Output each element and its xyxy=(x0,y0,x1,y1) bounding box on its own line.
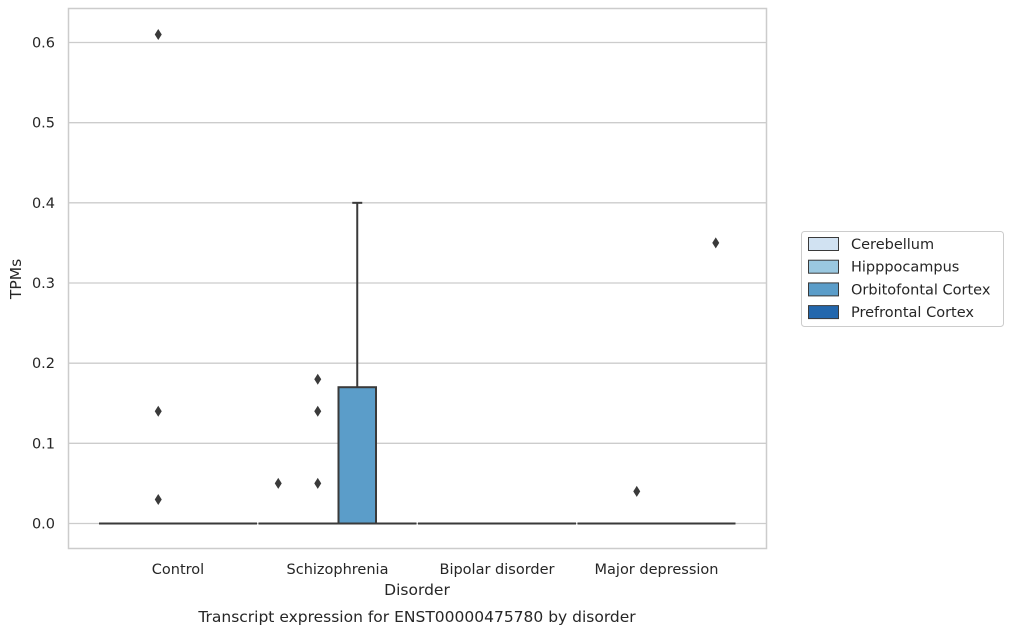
legend-label: Cerebellum xyxy=(851,237,934,253)
legend-frame xyxy=(801,231,1004,327)
box-series xyxy=(99,28,736,525)
box-schizophrenia-orbitofontal-cortex xyxy=(337,201,377,525)
y-tick-label: 0.1 xyxy=(32,436,55,452)
y-tick-label: 0.4 xyxy=(32,196,55,212)
x-axis-label: Disorder xyxy=(384,581,450,599)
outlier-point xyxy=(154,28,162,40)
legend: Cerebellum Hipppocampus Orbitofontal Corte… xyxy=(801,231,1004,327)
legend-label: Orbitofontal Cortex xyxy=(851,282,991,298)
outlier-point xyxy=(314,405,322,417)
box-control-hipppocampus xyxy=(138,28,178,525)
outlier-point xyxy=(154,405,162,417)
outlier-point xyxy=(154,493,162,505)
legend-swatch xyxy=(808,237,839,251)
box-major-depression-prefrontal-cortex xyxy=(696,237,736,525)
x-tick-label: Major depression xyxy=(595,562,719,578)
box-schizophrenia-cerebellum xyxy=(258,477,298,525)
y-grid xyxy=(68,41,766,525)
y-tick-labels: 0.0 0.1 0.2 0.3 0.4 0.5 0.6 xyxy=(32,36,55,533)
box-schizophrenia-hipppocampus xyxy=(298,373,338,525)
chart-caption: Transcript expression for ENST0000047578… xyxy=(197,608,636,626)
legend-swatch xyxy=(808,259,839,274)
box-major-depression-hipppocampus xyxy=(617,485,657,525)
plot-frame xyxy=(67,7,768,550)
y-axis-label: TPMs xyxy=(7,259,25,300)
box-body xyxy=(337,386,377,525)
legend-swatch xyxy=(808,282,839,297)
y-tick-label: 0.3 xyxy=(32,276,55,292)
outlier-point xyxy=(633,485,641,497)
outlier-point xyxy=(314,477,322,489)
y-tick-label: 0.0 xyxy=(32,517,55,533)
x-tick-label: Control xyxy=(152,562,204,578)
outlier-point xyxy=(314,373,322,385)
legend-label: Hipppocampus xyxy=(851,260,959,276)
y-tick-label: 0.6 xyxy=(32,36,55,52)
y-tick-label: 0.2 xyxy=(32,356,55,372)
outlier-point xyxy=(712,237,720,249)
x-tick-label: Schizophrenia xyxy=(287,562,389,578)
legend-swatch xyxy=(808,305,839,320)
y-tick-label: 0.5 xyxy=(32,116,55,132)
x-tick-labels: Control Schizophrenia Bipolar disorder Majo… xyxy=(152,562,719,578)
outlier-point xyxy=(274,477,282,489)
x-tick-label: Bipolar disorder xyxy=(440,562,555,578)
legend-label: Prefrontal Cortex xyxy=(851,305,974,321)
